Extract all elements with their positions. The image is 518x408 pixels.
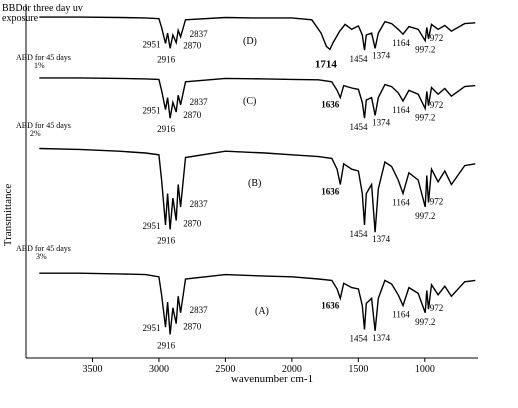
peak-label: 2870 — [183, 322, 202, 332]
peak-label: 1164 — [392, 310, 410, 320]
peak-label: 1714 — [315, 58, 338, 70]
x-tick-label: 2500 — [215, 364, 235, 375]
series-name: ABD for 45 days — [16, 53, 71, 62]
x-tick-label: 3000 — [149, 364, 169, 375]
peak-label: 2916 — [157, 340, 176, 350]
y-axis-label: Transmittance — [2, 184, 14, 247]
series-name-line2: exposure — [2, 13, 39, 24]
peak-label: 2951 — [142, 323, 160, 333]
peak-label: 2870 — [183, 41, 202, 51]
peak-label: 1374 — [372, 117, 391, 127]
x-tick-label: 1000 — [415, 364, 435, 375]
peak-label: 1636 — [321, 300, 340, 310]
spectrum-line-1 — [39, 16, 476, 51]
spectrum-line-2 — [39, 77, 476, 119]
peak-label: 1374 — [372, 333, 391, 343]
peak-label: 2837 — [190, 305, 209, 315]
series-name: ABD for 45 days — [16, 244, 71, 253]
peak-label: 1454 — [349, 229, 368, 239]
peak-label: 972 — [430, 303, 444, 313]
peak-label: 997.2 — [415, 45, 435, 55]
peak-label: 1636 — [321, 187, 340, 197]
spectra-group — [39, 16, 476, 335]
peak-label: 997.2 — [415, 211, 435, 221]
peak-label: 2951 — [142, 221, 160, 231]
peak-label: 2870 — [183, 110, 202, 120]
peak-label: 1164 — [392, 198, 410, 208]
peak-label: 1374 — [372, 234, 391, 244]
x-tick-label: 2000 — [282, 364, 302, 375]
spectrum-line-4 — [39, 272, 476, 335]
peak-label: 2916 — [157, 124, 176, 134]
peak-label: 2951 — [142, 106, 160, 116]
panel-label: (C) — [243, 96, 256, 107]
series-concentration: 2% — [30, 129, 41, 138]
peak-label: 972 — [430, 100, 444, 110]
axes-group: 3500 3000 2500 2000 1500 1000 — [25, 4, 478, 375]
x-tick-label: 3500 — [82, 364, 102, 375]
peak-label: 972 — [430, 33, 444, 43]
peak-label: 1164 — [392, 105, 410, 115]
peak-label: 1374 — [372, 50, 391, 60]
peak-label: 997.2 — [415, 317, 435, 327]
series-concentration: 3% — [36, 252, 47, 261]
series-concentration: 1% — [34, 61, 45, 70]
peak-label: 2837 — [190, 199, 209, 209]
series-name-line1: BBDor three day uv — [2, 3, 83, 14]
spectrum-line-3 — [39, 147, 476, 233]
peak-label: 2870 — [183, 219, 202, 229]
peak-label: 1164 — [392, 38, 410, 48]
peak-label: 1636 — [321, 100, 340, 110]
panel-label: (B) — [248, 178, 261, 189]
peak-label: 1454 — [349, 333, 368, 343]
series-name: ABD for 45 days — [16, 121, 71, 130]
peak-label: 2916 — [157, 236, 176, 246]
peak-label: 972 — [430, 197, 444, 207]
peak-label: 1454 — [349, 54, 368, 64]
peak-label: 997.2 — [415, 113, 435, 123]
panel-label: (A) — [255, 306, 269, 317]
panel-label: (D) — [243, 36, 257, 47]
peak-label: 2837 — [190, 97, 209, 107]
x-tick-label: 1500 — [348, 364, 368, 375]
peak-label: 2837 — [190, 29, 209, 39]
x-axis-label: wavenumber cm-1 — [231, 373, 313, 385]
peak-label: 1454 — [349, 122, 368, 132]
peak-label: 2916 — [157, 54, 176, 64]
peak-label: 2951 — [142, 39, 160, 49]
